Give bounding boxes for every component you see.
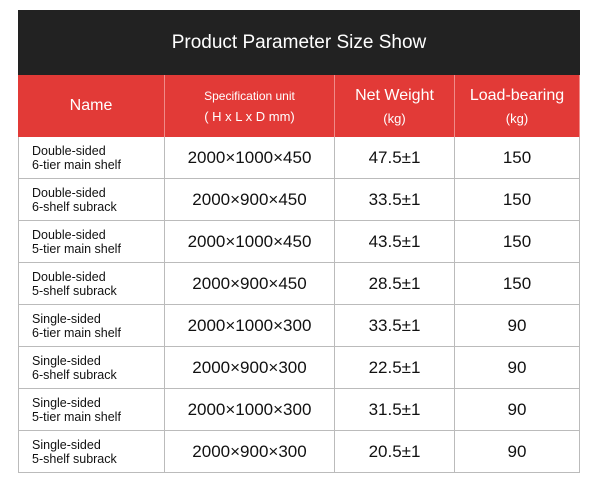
value-cell: 2000×900×450	[165, 179, 335, 221]
name-line: Single-sided	[32, 395, 101, 410]
table-title: Product Parameter Size Show	[18, 10, 580, 75]
header-cell: Net Weight (kg)	[335, 75, 455, 137]
value-cell: 150	[455, 221, 580, 263]
value-cell: 150	[455, 263, 580, 305]
name-line: 5-tier main shelf	[32, 409, 121, 424]
name-line: Double-sided	[32, 269, 106, 284]
header-text: Specification unit	[204, 88, 295, 103]
name-cell: Double-sided 6-shelf subrack	[18, 179, 165, 221]
header-cell: Specification unit ( H x L x D mm)	[165, 75, 335, 137]
name-line: 5-shelf subrack	[32, 283, 117, 298]
header-text: Load-bearing	[469, 86, 565, 104]
value-cell: 2000×900×300	[165, 347, 335, 389]
value-cell: 90	[455, 431, 580, 473]
value-cell: 2000×900×300	[165, 431, 335, 473]
value-cell: 2000×900×450	[165, 263, 335, 305]
value-cell: 90	[455, 389, 580, 431]
value-cell: 2000×1000×300	[165, 389, 335, 431]
header-text: Name	[69, 97, 113, 114]
value-cell: 47.5±1	[335, 137, 455, 179]
value-cell: 20.5±1	[335, 431, 455, 473]
header-text: Net Weight	[355, 86, 434, 104]
name-cell: Double-sided 5-shelf subrack	[18, 263, 165, 305]
name-line: 5-tier main shelf	[32, 241, 121, 256]
name-line: 6-shelf subrack	[32, 367, 117, 382]
name-line: 5-shelf subrack	[32, 451, 117, 466]
name-line: 6-shelf subrack	[32, 199, 117, 214]
name-cell: Single-sided 6-tier main shelf	[18, 305, 165, 347]
name-cell: Single-sided 5-shelf subrack	[18, 431, 165, 473]
name-cell: Single-sided 5-tier main shelf	[18, 389, 165, 431]
header-cell: Name	[18, 75, 165, 137]
name-line: Double-sided	[32, 227, 106, 242]
header-text: (kg)	[505, 110, 529, 126]
value-cell: 22.5±1	[335, 347, 455, 389]
header-text: (kg)	[383, 110, 406, 126]
name-line: Single-sided	[32, 437, 101, 452]
header-text: ( H x L x D mm)	[204, 108, 295, 124]
value-cell: 33.5±1	[335, 179, 455, 221]
name-line: Single-sided	[32, 311, 101, 326]
value-cell: 90	[455, 305, 580, 347]
value-cell: 33.5±1	[335, 305, 455, 347]
value-cell: 2000×1000×450	[165, 137, 335, 179]
name-cell: Single-sided 6-shelf subrack	[18, 347, 165, 389]
value-cell: 2000×1000×450	[165, 221, 335, 263]
name-line: 6-tier main shelf	[32, 325, 121, 340]
name-line: Double-sided	[32, 143, 106, 158]
name-line: Double-sided	[32, 185, 106, 200]
value-cell: 150	[455, 179, 580, 221]
name-line: 6-tier main shelf	[32, 157, 121, 172]
value-cell: 43.5±1	[335, 221, 455, 263]
name-cell: Double-sided 6-tier main shelf	[18, 137, 165, 179]
name-cell: Double-sided 5-tier main shelf	[18, 221, 165, 263]
header-cell: Load-bearing (kg)	[455, 75, 580, 137]
value-cell: 90	[455, 347, 580, 389]
value-cell: 31.5±1	[335, 389, 455, 431]
value-cell: 150	[455, 137, 580, 179]
value-cell: 28.5±1	[335, 263, 455, 305]
value-cell: 2000×1000×300	[165, 305, 335, 347]
name-line: Single-sided	[32, 353, 101, 368]
